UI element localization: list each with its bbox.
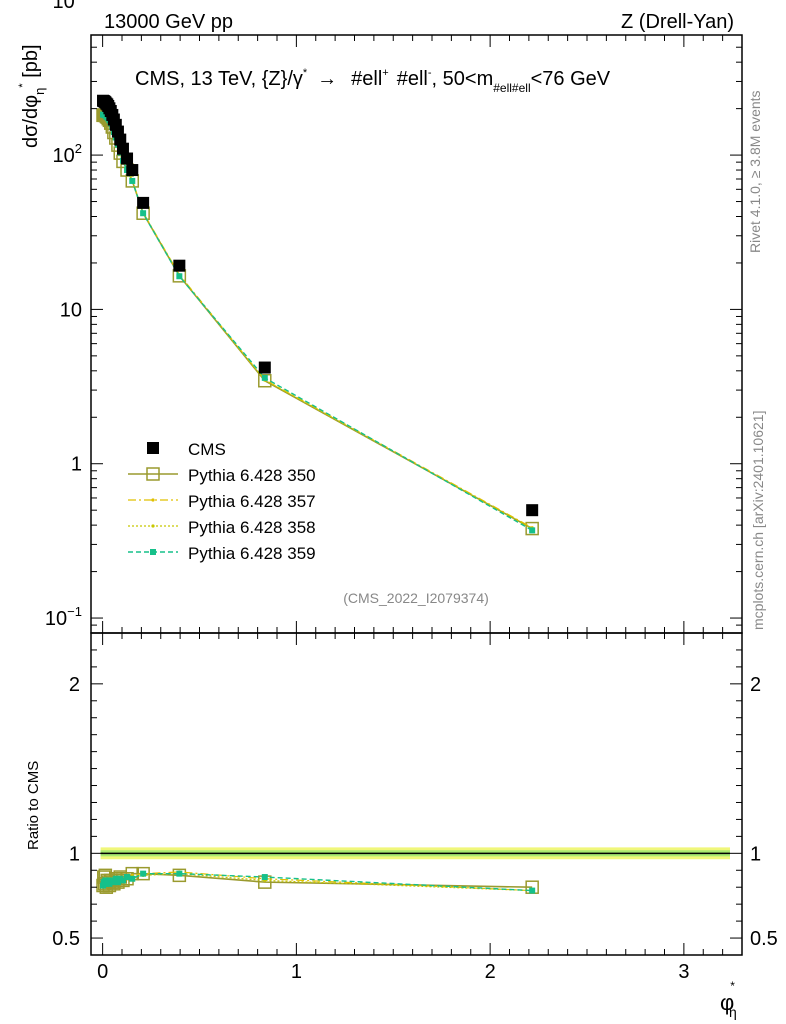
y-tick-label: 103 <box>53 0 82 13</box>
header-right: Z (Drell-Yan) <box>621 11 734 33</box>
series-359-point <box>261 374 268 381</box>
header-left: 13000 GeV pp <box>104 11 233 33</box>
cms-data-point <box>121 152 134 165</box>
ratio-series-359-point <box>124 874 131 881</box>
legend-label: Pythia 6.428 358 <box>188 518 316 537</box>
legend: CMS Pythia 6.428 350 Pythia 6.428 357 Pythi… <box>128 440 316 563</box>
y-axis-label: dσ/dφη* [pb] <box>17 44 47 148</box>
legend-label: Pythia 6.428 350 <box>188 466 316 485</box>
ratio-plot-panel <box>90 632 743 956</box>
x-tick-label: 1 <box>291 961 302 983</box>
cms-data-point <box>526 504 539 517</box>
y-tick-label-right: 1 <box>750 843 761 865</box>
y-tick-label: 1 <box>71 454 82 476</box>
legend-marker <box>146 467 160 481</box>
y-tick-label-right: 2 <box>750 674 761 696</box>
ratio-plot-data <box>96 847 730 894</box>
ratio-series-359-point <box>119 877 126 884</box>
cms-data-point <box>126 164 139 177</box>
series-359-point <box>140 210 147 217</box>
y-tick-label: 2 <box>69 674 80 696</box>
series-359-point <box>176 273 183 280</box>
series-350-point <box>525 521 539 536</box>
ratio-plot-frame <box>90 632 743 956</box>
cms-data-point <box>258 361 271 374</box>
cms-data-point <box>114 133 127 146</box>
y-tick-label: 1 <box>69 843 80 865</box>
rivet-version-label: Rivet 4.1.0, ≥ 3.8M events <box>747 90 763 253</box>
x-tick-label: 0 <box>97 961 108 983</box>
ratio-y-axis-label: Ratio to CMS <box>25 761 42 850</box>
analysis-watermark: (CMS_2022_I2079374) <box>343 590 489 606</box>
y-tick-label: 102 <box>53 141 82 167</box>
ratio-series-359-point <box>112 875 119 882</box>
x-tick-label: 2 <box>485 961 496 983</box>
ratio-series-359-point <box>140 870 147 877</box>
ratio-series-359-point <box>261 874 268 881</box>
series-359-point <box>529 527 536 534</box>
cms-data-point <box>116 142 129 155</box>
y-tick-label: 10 <box>60 299 82 321</box>
cms-data-point <box>137 196 150 209</box>
y-tick-label-right: 0.5 <box>750 928 778 950</box>
legend-cms-marker <box>147 442 159 454</box>
ratio-series-350-line <box>102 872 533 889</box>
y-tick-label: 0.5 <box>52 928 80 950</box>
main-plot-axes: 10−1 1 10 102 103 <box>45 0 743 634</box>
x-axis-label: φ* η <box>720 979 737 1020</box>
y-tick-label: 10−1 <box>45 604 82 630</box>
ratio-series-359-point <box>114 879 121 886</box>
series-359-line <box>103 113 533 531</box>
series-357-line <box>102 112 533 529</box>
legend-label: Pythia 6.428 359 <box>188 544 316 563</box>
ratio-series-359-point <box>129 875 136 882</box>
main-plot-data <box>96 94 539 536</box>
series-359-point <box>129 177 136 184</box>
plot-title: CMS, 13 TeV, {Z}/γ* → #ell+ #ell-, 50<m#ell… <box>135 67 611 95</box>
legend-marker <box>150 549 156 555</box>
ratio-series-359-point <box>176 870 183 877</box>
ratio-series-350-point <box>172 868 187 883</box>
series-350-line <box>102 114 533 530</box>
ratio-series-359-point <box>529 887 536 894</box>
ratio-series-359-point <box>110 879 117 886</box>
series-358-line <box>102 113 533 530</box>
legend-label: Pythia 6.428 357 <box>188 492 316 511</box>
legend-marker <box>151 498 155 502</box>
legend-marker <box>151 524 155 528</box>
ratio-series-359-point <box>106 880 113 887</box>
mcplots-label: mcplots.cern.ch [arXiv:2401.10621] <box>750 411 766 630</box>
ratio-plot-axes: 0 1 2 3 0.5 0.5 1 1 2 2 <box>52 632 778 983</box>
legend-label: CMS <box>188 440 226 459</box>
x-tick-label: 3 <box>678 961 689 983</box>
cms-data-point <box>173 259 186 272</box>
